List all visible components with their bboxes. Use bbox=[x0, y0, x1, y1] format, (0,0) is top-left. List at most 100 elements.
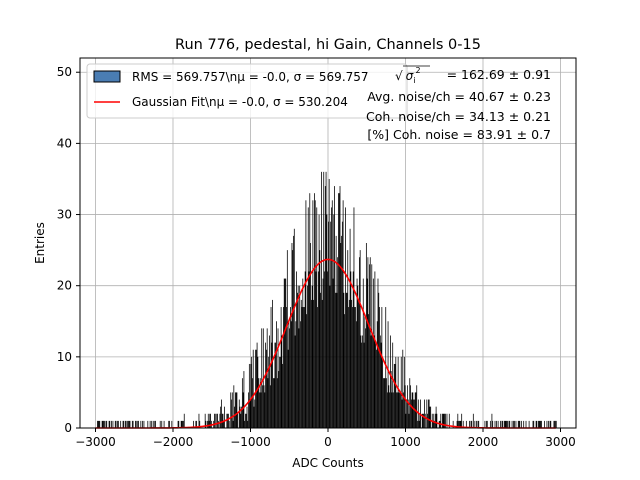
histogram-bar bbox=[514, 420, 515, 428]
histogram-bar bbox=[135, 420, 137, 428]
histogram-bar bbox=[532, 420, 534, 428]
histogram-bar bbox=[117, 420, 118, 428]
histogram-bar bbox=[274, 342, 276, 428]
histogram-bar bbox=[519, 420, 521, 428]
histogram-bar bbox=[406, 399, 408, 428]
histogram-bar bbox=[233, 385, 235, 428]
histogram-bar bbox=[448, 413, 450, 428]
histogram-bar bbox=[239, 406, 241, 428]
histogram-bar bbox=[183, 420, 184, 428]
histogram-bar bbox=[214, 413, 216, 428]
histogram-bar bbox=[205, 420, 207, 428]
histogram-bar bbox=[314, 200, 316, 428]
histogram-bar bbox=[254, 399, 256, 428]
histogram-bar bbox=[251, 356, 253, 428]
histogram-bar bbox=[143, 420, 145, 428]
histogram-bar bbox=[307, 207, 309, 428]
histogram-bar bbox=[407, 385, 408, 428]
histogram-bar bbox=[345, 207, 346, 428]
histogram-bar bbox=[252, 378, 253, 428]
histogram-bar bbox=[333, 214, 335, 428]
histogram-bar bbox=[381, 307, 383, 428]
histogram-bar bbox=[269, 335, 270, 428]
histogram-bar bbox=[296, 271, 297, 428]
histogram-bar bbox=[350, 271, 352, 428]
histogram-bar bbox=[355, 307, 356, 428]
histogram-bar bbox=[359, 250, 361, 428]
coh-noise-percent-text: [%] Coh. noise = 83.91 ± 0.7 bbox=[367, 127, 551, 142]
histogram-bar bbox=[508, 420, 510, 428]
histogram-bar bbox=[327, 271, 328, 428]
histogram-bar bbox=[517, 420, 519, 428]
histogram-bar bbox=[500, 420, 501, 428]
legend-box bbox=[86, 63, 408, 119]
histogram-bar bbox=[385, 307, 387, 428]
histogram-bar bbox=[256, 342, 258, 428]
histogram-bar bbox=[247, 420, 249, 428]
histogram-bar bbox=[478, 420, 480, 428]
histogram-bar bbox=[317, 271, 319, 428]
histogram-bar bbox=[365, 328, 366, 428]
histogram-bar bbox=[379, 335, 381, 428]
histogram-bar bbox=[367, 257, 369, 428]
histogram-bar bbox=[550, 420, 552, 428]
histogram-bar bbox=[244, 420, 246, 428]
histogram-bar bbox=[161, 420, 163, 428]
histogram-bar bbox=[323, 171, 325, 428]
histogram-bar bbox=[252, 349, 254, 428]
histogram-bar bbox=[137, 420, 139, 428]
histogram-bar bbox=[127, 420, 129, 428]
histogram-bar bbox=[331, 200, 333, 428]
histogram-bar bbox=[363, 342, 365, 428]
histogram-bar bbox=[248, 392, 249, 428]
histogram-bar bbox=[245, 413, 246, 428]
histogram-bar bbox=[147, 420, 149, 428]
histogram-bar bbox=[245, 413, 247, 428]
histogram-bar bbox=[331, 207, 332, 428]
histogram-bar bbox=[264, 392, 266, 428]
histogram-bar bbox=[248, 363, 250, 428]
histogram-bar bbox=[352, 271, 354, 428]
histogram-bar bbox=[362, 335, 363, 428]
histogram-bar bbox=[224, 406, 225, 428]
histogram-bar bbox=[297, 285, 299, 428]
histogram-bar bbox=[366, 278, 368, 428]
histogram-bar bbox=[240, 413, 242, 428]
histogram-bar bbox=[267, 378, 269, 428]
histogram-bar bbox=[301, 307, 303, 428]
histogram-bar bbox=[361, 342, 363, 428]
histogram-bar bbox=[227, 413, 229, 428]
histogram-bar bbox=[430, 406, 432, 428]
histogram-bars bbox=[97, 171, 557, 428]
histogram-bar bbox=[434, 413, 436, 428]
histogram-bar bbox=[380, 342, 382, 428]
histogram-bar bbox=[294, 335, 296, 428]
histogram-bar bbox=[358, 299, 359, 428]
legend-histogram-patch bbox=[93, 70, 121, 83]
histogram-bar bbox=[369, 257, 371, 428]
histogram-bar bbox=[305, 200, 307, 428]
histogram-bar bbox=[541, 420, 542, 428]
histogram-bar bbox=[378, 292, 380, 428]
histogram-bar bbox=[291, 243, 293, 428]
histogram-bar bbox=[477, 420, 479, 428]
histogram-bar bbox=[492, 420, 494, 428]
histogram-bar bbox=[286, 307, 287, 428]
histogram-bar bbox=[207, 413, 209, 428]
histogram-bar bbox=[99, 420, 101, 428]
histogram-bar bbox=[457, 413, 459, 428]
x-tick-label: 1000 bbox=[390, 435, 421, 449]
histogram-bar bbox=[132, 420, 134, 428]
histogram-bar bbox=[210, 413, 211, 428]
x-tick-label: −3000 bbox=[75, 435, 116, 449]
histogram-bar bbox=[390, 335, 391, 428]
histogram-bar bbox=[295, 321, 297, 428]
histogram-bar bbox=[261, 328, 263, 428]
histogram-bar bbox=[290, 307, 291, 428]
histogram-bar bbox=[228, 420, 230, 428]
histogram-bar bbox=[393, 363, 395, 428]
histogram-bar bbox=[207, 420, 208, 428]
histogram-bar bbox=[469, 420, 470, 428]
histogram-bar bbox=[223, 420, 225, 428]
histogram-bar bbox=[486, 420, 487, 428]
